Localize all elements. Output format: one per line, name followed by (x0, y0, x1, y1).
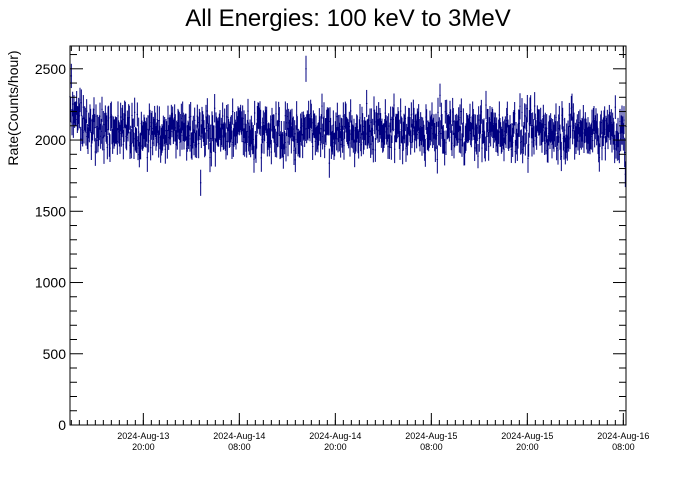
x-tick-time-label: 08:00 (612, 442, 635, 452)
y-tick-label: 2500 (35, 61, 66, 77)
y-tick-label: 1000 (35, 275, 66, 291)
y-tick-label: 2000 (35, 132, 66, 148)
x-tick-date-label: 2024-Aug-13 (117, 431, 169, 441)
axes: 050010001500200025002024-Aug-1320:002024… (35, 46, 649, 452)
x-tick-time-label: 08:00 (228, 442, 251, 452)
x-tick-date-label: 2024-Aug-14 (213, 431, 265, 441)
x-tick-date-label: 2024-Aug-15 (405, 431, 457, 441)
data-series (69, 55, 627, 196)
x-tick-date-label: 2024-Aug-15 (501, 431, 553, 441)
x-tick-time-label: 20:00 (516, 442, 539, 452)
x-tick-time-label: 20:00 (132, 442, 155, 452)
x-tick-time-label: 20:00 (324, 442, 347, 452)
x-tick-time-label: 08:00 (420, 442, 443, 452)
x-tick-date-label: 2024-Aug-16 (597, 431, 649, 441)
plot-frame (69, 45, 627, 426)
y-tick-label: 1500 (35, 203, 66, 219)
chart-title: All Energies: 100 keV to 3MeV (185, 5, 511, 32)
y-tick-label: 500 (43, 346, 67, 362)
x-tick-date-label: 2024-Aug-14 (309, 431, 361, 441)
y-axis-label: Rate(Counts/hour) (5, 50, 21, 165)
y-tick-label: 0 (58, 417, 66, 433)
